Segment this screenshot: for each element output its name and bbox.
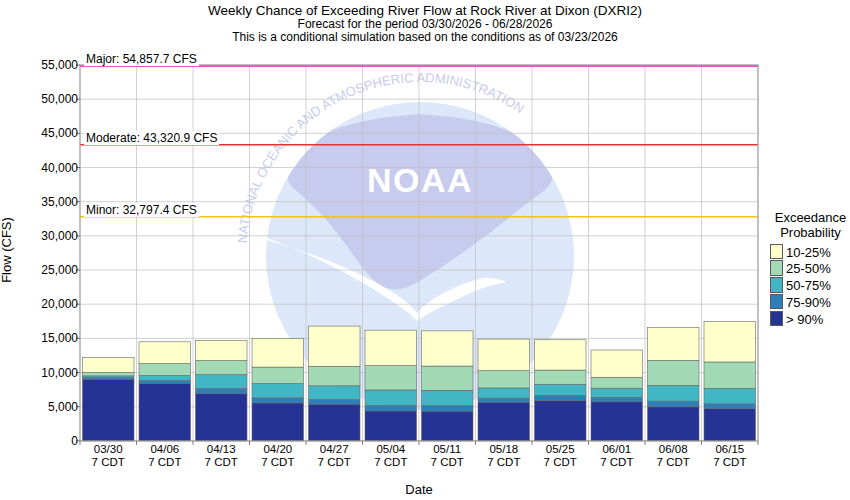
svg-text:NOAA: NOAA bbox=[367, 161, 473, 199]
